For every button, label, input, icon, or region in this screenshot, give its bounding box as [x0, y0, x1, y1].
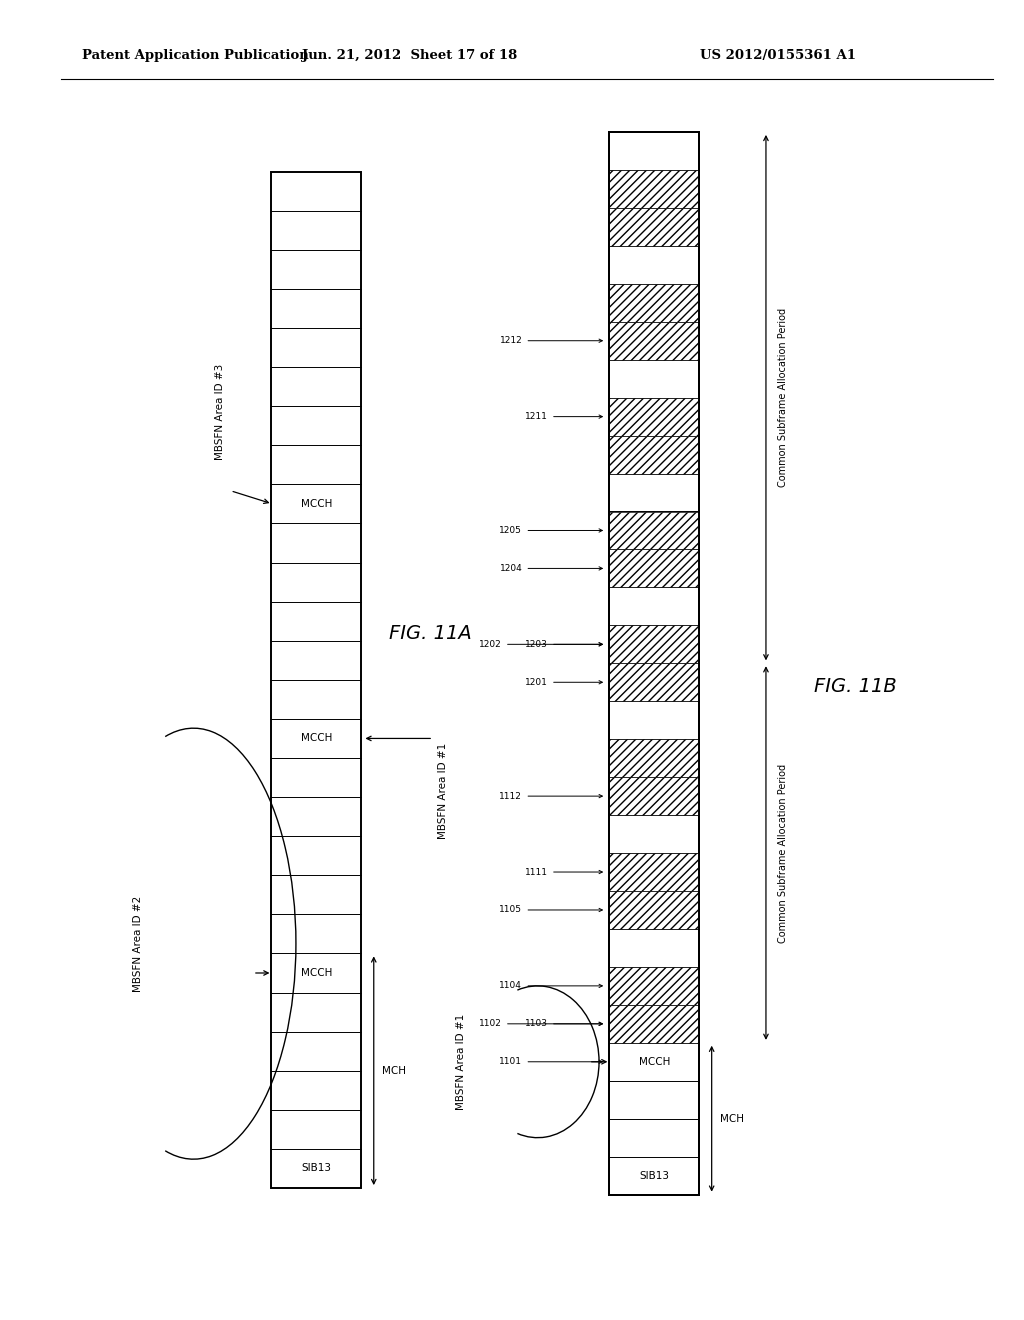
- Bar: [609, 511, 699, 549]
- Text: 1204: 1204: [500, 564, 522, 573]
- Text: MCH: MCH: [720, 1114, 743, 1123]
- Text: 1105: 1105: [500, 906, 522, 915]
- Text: SIB13: SIB13: [639, 1171, 670, 1180]
- Text: 1205: 1205: [500, 525, 522, 535]
- Text: MCCH: MCCH: [301, 499, 332, 510]
- Bar: [609, 966, 699, 1005]
- Text: Jun. 21, 2012  Sheet 17 of 18: Jun. 21, 2012 Sheet 17 of 18: [302, 49, 517, 62]
- Text: 1102: 1102: [479, 1019, 502, 1028]
- Bar: [609, 132, 699, 1195]
- Text: US 2012/0155361 A1: US 2012/0155361 A1: [700, 49, 856, 62]
- Text: 1211: 1211: [525, 412, 548, 421]
- Text: 1112: 1112: [500, 792, 522, 801]
- Bar: [609, 436, 699, 474]
- Text: MBSFN Area ID #3: MBSFN Area ID #3: [215, 363, 225, 459]
- Text: MCCH: MCCH: [301, 968, 332, 978]
- Text: 1104: 1104: [500, 981, 522, 990]
- Text: MBSFN Area ID #1: MBSFN Area ID #1: [456, 1014, 466, 1110]
- Text: SIB13: SIB13: [301, 1163, 332, 1173]
- Text: 1203: 1203: [525, 640, 548, 649]
- Bar: [609, 549, 699, 587]
- Text: 1202: 1202: [479, 640, 502, 649]
- Text: FIG. 11A: FIG. 11A: [389, 624, 471, 643]
- Bar: [271, 172, 361, 1188]
- Text: MCH: MCH: [382, 1065, 406, 1076]
- Bar: [609, 777, 699, 814]
- Text: FIG. 11B: FIG. 11B: [814, 677, 896, 696]
- Bar: [609, 322, 699, 359]
- Text: Common Subframe Allocation Period: Common Subframe Allocation Period: [778, 763, 788, 942]
- Bar: [609, 891, 699, 929]
- Text: 1103: 1103: [525, 1019, 548, 1028]
- Bar: [609, 284, 699, 322]
- Text: Common Subframe Allocation Period: Common Subframe Allocation Period: [778, 308, 788, 487]
- Bar: [609, 626, 699, 663]
- Bar: [609, 397, 699, 436]
- Text: Patent Application Publication: Patent Application Publication: [82, 49, 308, 62]
- Bar: [609, 132, 699, 1195]
- Text: MBSFN Area ID #2: MBSFN Area ID #2: [133, 895, 143, 991]
- Bar: [609, 739, 699, 777]
- Bar: [609, 170, 699, 207]
- Text: MBSFN Area ID #1: MBSFN Area ID #1: [438, 743, 449, 840]
- Bar: [609, 209, 699, 246]
- Text: 1101: 1101: [500, 1057, 522, 1067]
- Text: MCCH: MCCH: [639, 1057, 670, 1067]
- Text: 1111: 1111: [525, 867, 548, 876]
- Bar: [609, 663, 699, 701]
- Bar: [609, 1005, 699, 1043]
- Text: 1201: 1201: [525, 677, 548, 686]
- Text: 1212: 1212: [500, 337, 522, 346]
- Bar: [609, 853, 699, 891]
- Text: MCCH: MCCH: [301, 734, 332, 743]
